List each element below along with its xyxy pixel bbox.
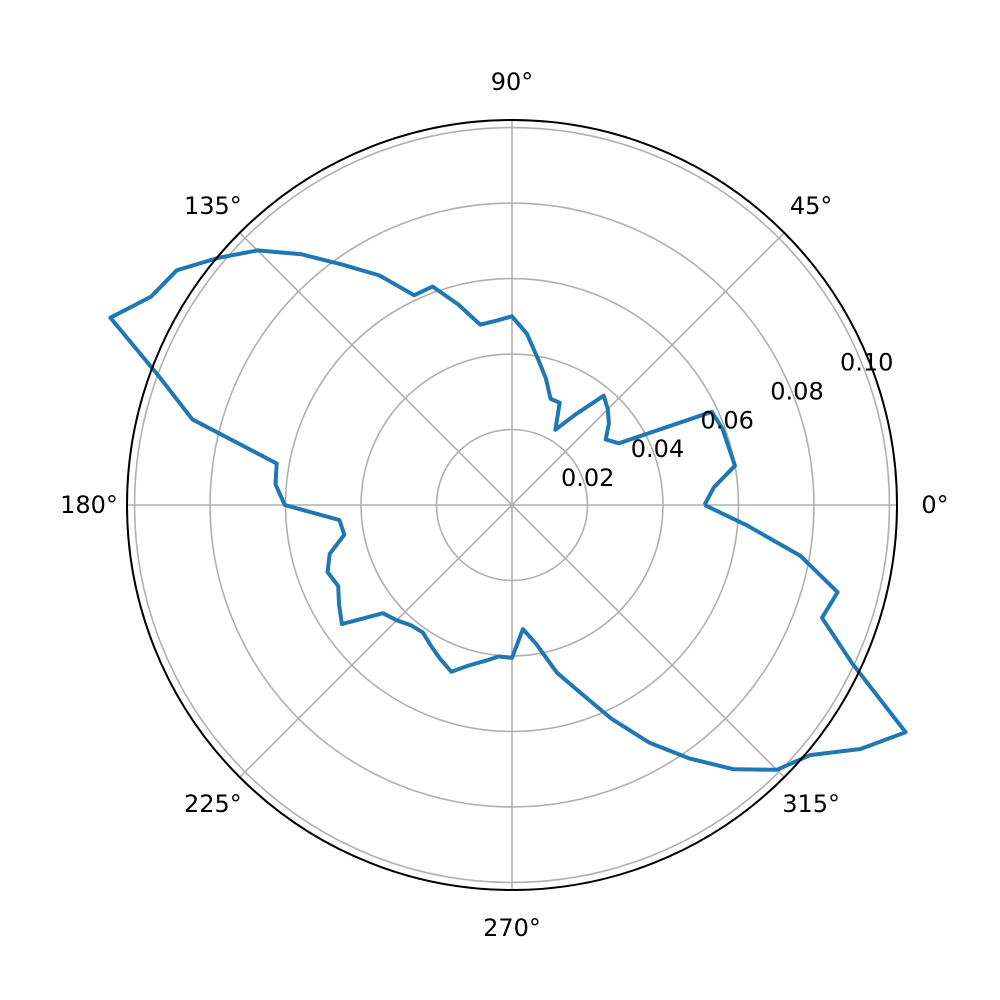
theta-tick-label-0: 0°: [921, 491, 948, 519]
r-tick-label-1: 0.04: [631, 435, 684, 463]
r-tick-label-2: 0.06: [700, 406, 753, 434]
r-gridline-3: [209, 202, 815, 808]
theta-gridline-45: [511, 232, 785, 506]
r-tick-label-0: 0.02: [561, 464, 614, 492]
data-layer: [108, 248, 908, 772]
theta-tick-label-45: 45°: [790, 192, 833, 220]
plot-frame: [126, 119, 898, 891]
r-tick-label-3: 0.08: [770, 377, 823, 405]
theta-gridline-315: [511, 504, 785, 778]
series-line-0: [108, 248, 908, 772]
r-gridline-0: [435, 428, 589, 582]
theta-tick-label-180: 180°: [60, 491, 118, 519]
theta-gridline-225: [239, 504, 513, 778]
r-tick-label-4: 0.10: [840, 349, 893, 377]
theta-tick-label-90: 90°: [491, 68, 534, 96]
grid: [127, 120, 897, 890]
theta-tick-label-225: 225°: [184, 790, 242, 818]
theta-tick-label-270: 270°: [483, 914, 541, 942]
r-gridline-4: [133, 126, 891, 884]
tick-labels: 0° 45° 90° 135° 180° 225° 270° 315° 0.02 0.04 0.06…: [60, 68, 949, 942]
theta-gridline-135: [239, 232, 513, 506]
theta-tick-label-315: 315°: [782, 790, 840, 818]
theta-tick-label-135: 135°: [184, 192, 242, 220]
